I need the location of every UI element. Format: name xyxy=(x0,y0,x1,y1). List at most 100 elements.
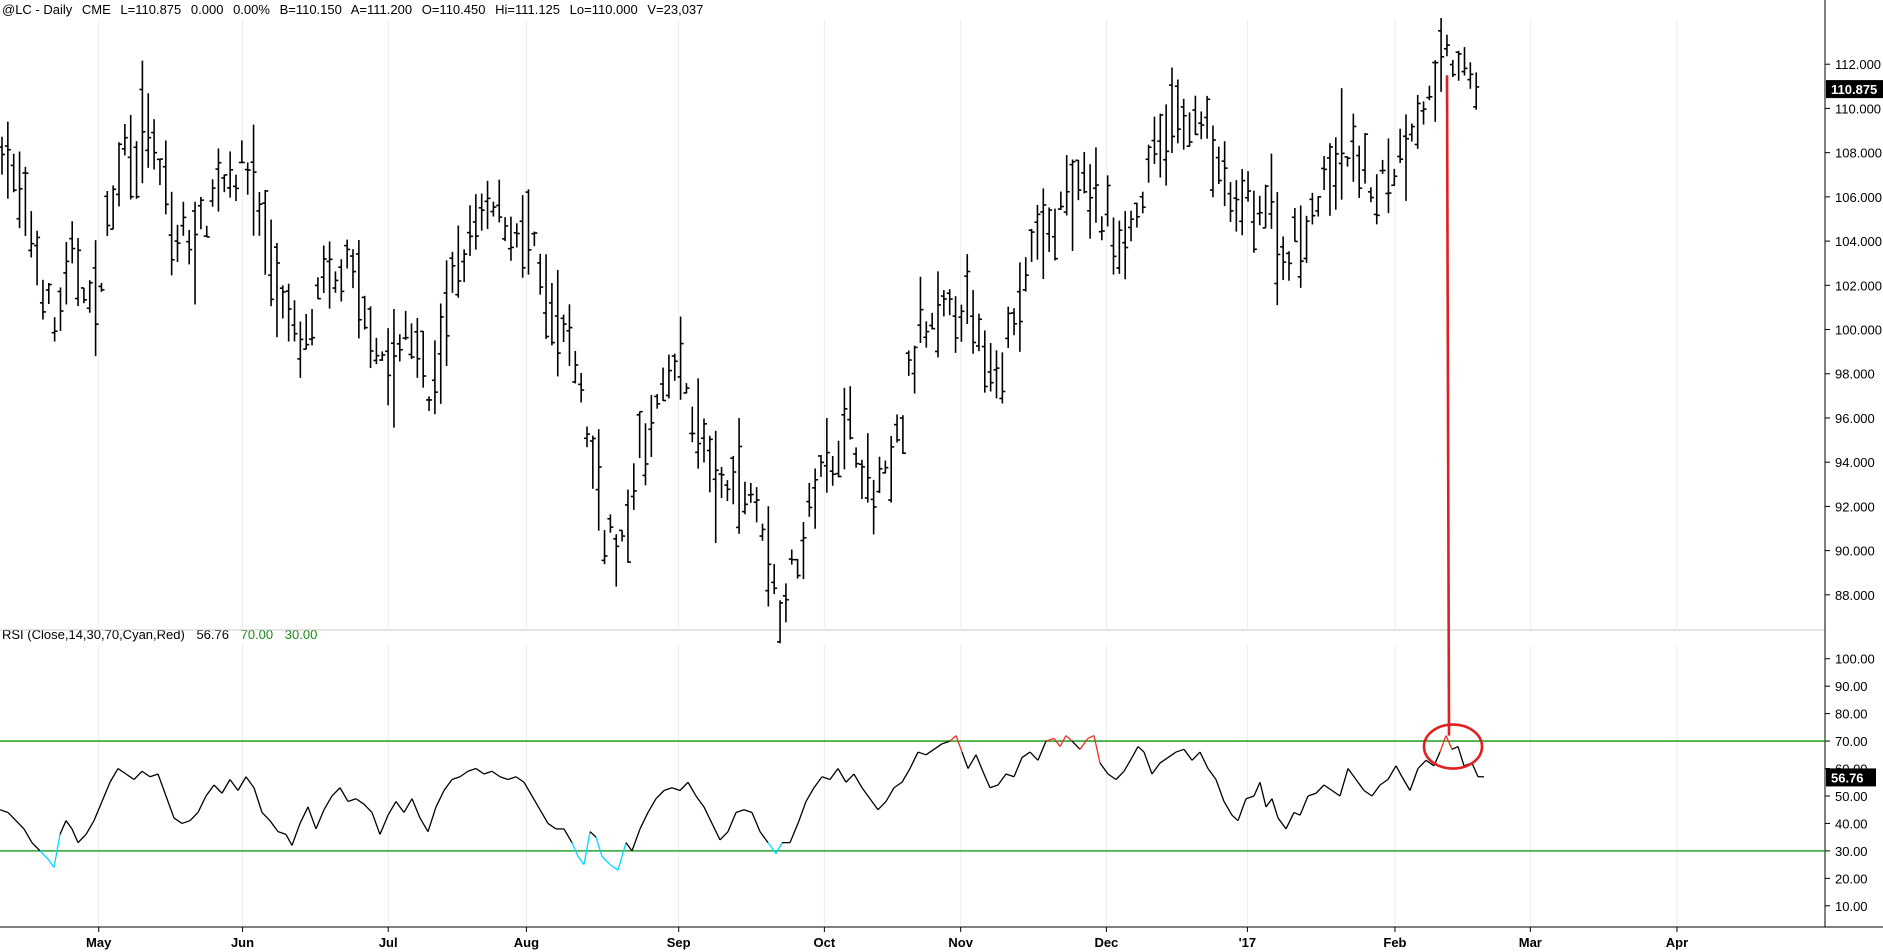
rsi-line-segment xyxy=(1071,740,1081,750)
ohlc-bar xyxy=(636,410,643,459)
ohlc-bar xyxy=(1449,60,1456,77)
ohlc-bar xyxy=(589,435,596,489)
ohlc-bar xyxy=(162,140,169,215)
x-tick-label: Oct xyxy=(814,935,836,950)
rsi-line-segment xyxy=(443,779,453,791)
rsi-line-segment xyxy=(1215,779,1225,802)
rsi-line-segment xyxy=(1191,751,1201,761)
ohlc-bar xyxy=(1250,190,1257,253)
rsi-tick-label: 10.00 xyxy=(1835,899,1868,914)
rsi-line-segment xyxy=(1037,740,1047,761)
rsi-line-segment xyxy=(475,767,485,775)
ohlc-bar xyxy=(1052,208,1058,261)
header-low: Lo=110.000 xyxy=(570,2,638,17)
rsi-line-segment xyxy=(949,735,957,742)
rsi-line-segment xyxy=(523,781,533,797)
ohlc-bar xyxy=(975,313,982,352)
ohlc-bar xyxy=(917,276,924,343)
ohlc-bar xyxy=(98,282,105,292)
rsi-line-segment xyxy=(1293,811,1301,816)
ohlc-bar xyxy=(1122,210,1129,280)
ohlc-bar xyxy=(1379,159,1386,174)
ohlc-bar xyxy=(753,487,760,523)
rsi-line-segment xyxy=(1099,762,1109,775)
rsi-line-segment xyxy=(371,812,381,835)
ohlc-bar xyxy=(1081,151,1088,194)
ohlc-bar xyxy=(127,114,134,200)
ohlc-bar xyxy=(1332,137,1339,210)
rsi-line-segment xyxy=(331,787,341,797)
ohlc-bar xyxy=(771,564,778,595)
rsi-line-segment xyxy=(347,798,357,803)
ohlc-bar xyxy=(701,418,707,463)
rsi-line-segment xyxy=(531,795,541,811)
ohlc-bar xyxy=(1274,192,1281,306)
rsi-line-segment xyxy=(1115,770,1125,780)
rsi-line-segment xyxy=(1451,745,1459,750)
ohlc-bar xyxy=(847,386,854,440)
rsi-line-segment xyxy=(507,776,517,781)
ohlc-bar xyxy=(1280,236,1287,281)
ohlc-bar xyxy=(145,93,152,168)
rsi-line-segment xyxy=(1417,759,1427,769)
ohlc-bar xyxy=(584,426,590,448)
rsi-line-segment xyxy=(609,864,619,871)
ohlc-bar xyxy=(279,285,286,319)
ohlc-bar xyxy=(1157,113,1164,178)
ohlc-bar xyxy=(426,396,433,411)
ohlc-bar xyxy=(578,372,585,403)
rsi-line-segment xyxy=(65,820,73,830)
ohlc-bar xyxy=(197,196,204,230)
ohlc-bar xyxy=(952,296,959,353)
rsi-line-segment xyxy=(1107,773,1117,781)
ohlc-bar xyxy=(303,313,310,351)
ohlc-bar xyxy=(273,242,280,338)
ohlc-bar xyxy=(1063,155,1070,216)
ohlc-bar xyxy=(595,429,602,531)
rsi-line-segment xyxy=(0,809,9,814)
rsi-line-segment xyxy=(411,798,421,819)
rsi-line-segment xyxy=(539,809,549,824)
ohlc-bar xyxy=(800,522,807,580)
ohlc-bar xyxy=(268,219,275,307)
ohlc-bar xyxy=(1180,98,1187,150)
rsi-line-segment xyxy=(307,806,317,830)
rsi-line-segment xyxy=(917,751,927,756)
ohlc-bar xyxy=(1443,34,1450,57)
rsi-value: 56.76 xyxy=(196,627,229,642)
rsi-line-segment xyxy=(339,787,349,802)
ohlc-bar xyxy=(1227,182,1234,222)
rsi-line-segment xyxy=(703,806,713,824)
ohlc-bar xyxy=(1297,205,1304,288)
rsi-line-segment xyxy=(1237,798,1247,821)
rsi-line-segment xyxy=(229,779,239,791)
rsi-line-segment xyxy=(15,820,25,830)
rsi-line-segment xyxy=(1347,768,1357,780)
rsi-line-segment xyxy=(165,795,175,819)
annotation-line xyxy=(1445,75,1451,736)
rsi-line-segment xyxy=(805,787,815,802)
ohlc-bar xyxy=(940,290,947,317)
rsi-line-segment xyxy=(323,795,333,811)
rsi-line-segment xyxy=(157,773,167,797)
rsi-line-segment xyxy=(315,809,325,830)
rsi-line-segment xyxy=(687,781,697,797)
price-bars xyxy=(0,17,1480,644)
price-tick-label: 102.000 xyxy=(1835,278,1882,293)
ohlc-bar xyxy=(613,534,620,587)
rsi-line-segment xyxy=(1299,795,1309,816)
ohlc-bar xyxy=(858,459,865,500)
price-tick-label: 90.000 xyxy=(1835,544,1875,559)
x-tick-label: Nov xyxy=(948,935,973,950)
ohlc-bar xyxy=(1373,174,1380,225)
rsi-line-segment xyxy=(1409,768,1419,791)
ohlc-bar xyxy=(1040,188,1047,280)
rsi-tick-label: 100.00 xyxy=(1835,652,1875,667)
ohlc-bar xyxy=(1163,104,1170,186)
rsi-line-segment xyxy=(1277,817,1287,830)
axis-layer: 88.000 90.000 92.000 94.000 96.000 98.000 100.… xyxy=(0,0,1883,928)
rsi-line-segment xyxy=(1445,735,1453,750)
ohlc-bar xyxy=(899,415,906,454)
rsi-line-segment xyxy=(23,828,33,843)
